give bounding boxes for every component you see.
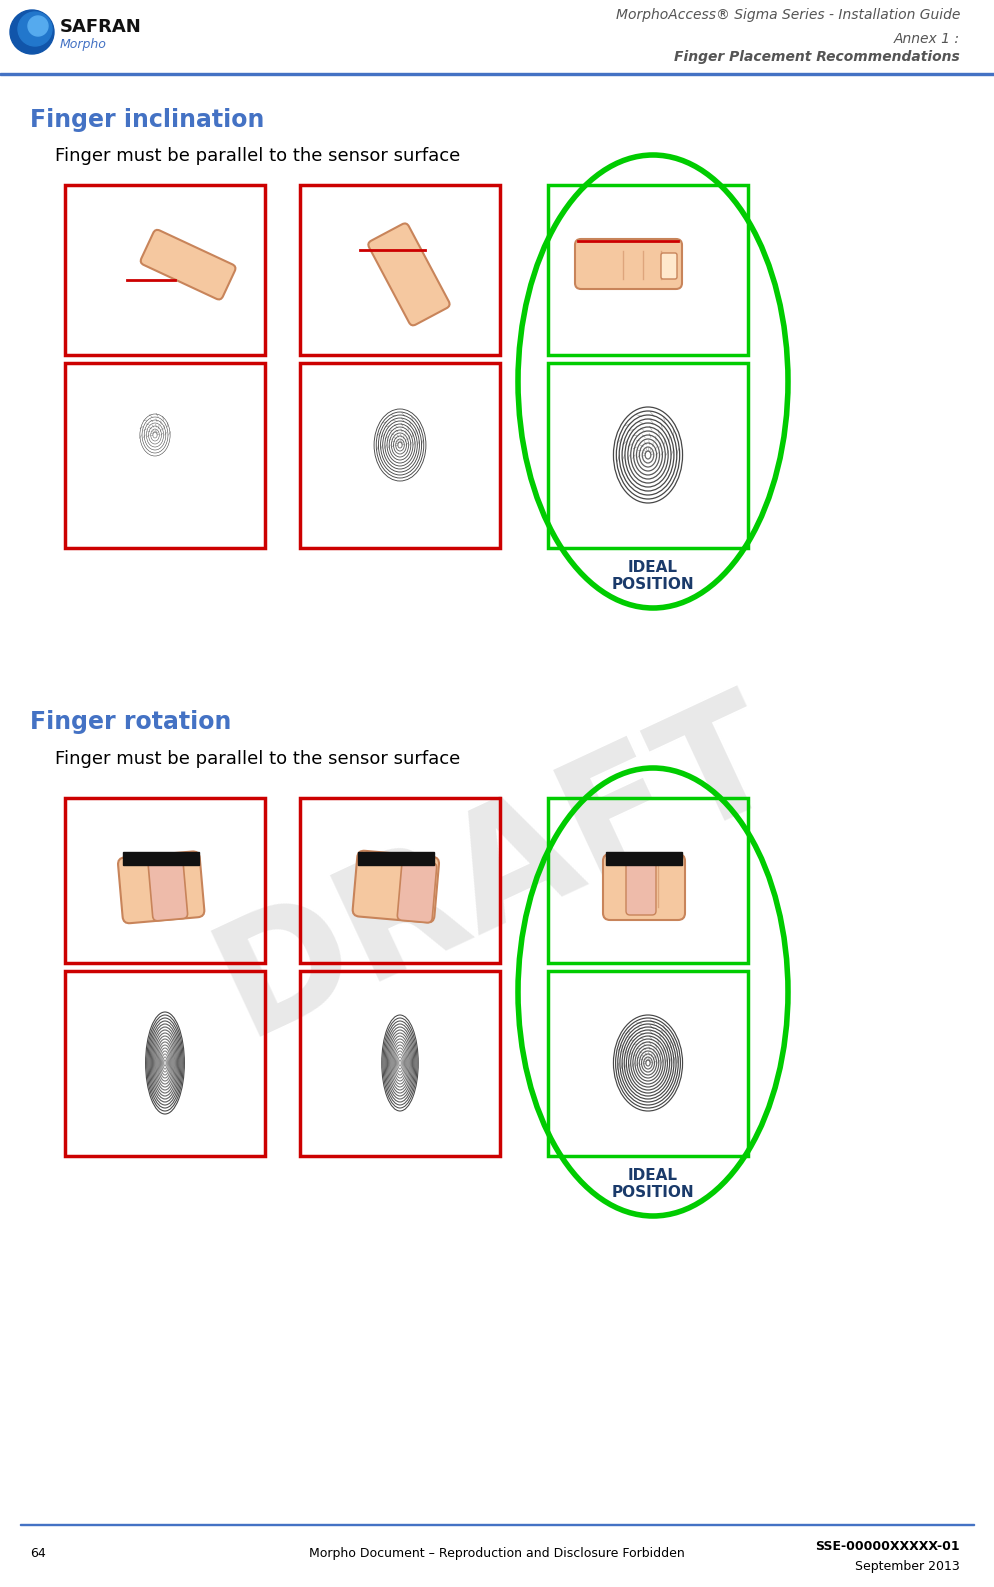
Bar: [548, 798, 748, 963]
Circle shape: [18, 13, 52, 46]
Bar: [548, 363, 748, 548]
Bar: [300, 971, 500, 1155]
Text: Morpho Document – Reproduction and Disclosure Forbidden: Morpho Document – Reproduction and Discl…: [309, 1547, 685, 1560]
Bar: [548, 363, 748, 548]
FancyBboxPatch shape: [141, 230, 236, 300]
FancyBboxPatch shape: [369, 224, 449, 325]
Text: September 2013: September 2013: [855, 1560, 960, 1573]
Bar: [300, 798, 500, 963]
FancyBboxPatch shape: [575, 240, 682, 289]
Bar: [548, 971, 748, 1155]
Text: Finger must be parallel to the sensor surface: Finger must be parallel to the sensor su…: [55, 148, 460, 165]
Text: MorphoAccess® Sigma Series - Installation Guide: MorphoAccess® Sigma Series - Installatio…: [615, 8, 960, 22]
Text: SAFRAN: SAFRAN: [60, 17, 142, 37]
Bar: [548, 186, 748, 355]
Bar: [548, 186, 748, 355]
Circle shape: [10, 10, 54, 54]
Bar: [548, 798, 748, 963]
Text: DRAFT: DRAFT: [194, 673, 800, 1066]
Text: IDEAL
POSITION: IDEAL POSITION: [611, 1168, 695, 1200]
Bar: [300, 363, 500, 548]
FancyBboxPatch shape: [118, 852, 205, 924]
FancyBboxPatch shape: [603, 854, 685, 920]
Text: Finger must be parallel to the sensor surface: Finger must be parallel to the sensor su…: [55, 751, 460, 768]
FancyBboxPatch shape: [148, 859, 188, 920]
FancyBboxPatch shape: [353, 851, 439, 922]
Bar: [65, 971, 265, 1155]
Text: 64: 64: [30, 1547, 46, 1560]
Bar: [0, 73, 994, 75]
Bar: [300, 363, 500, 548]
Bar: [123, 852, 199, 865]
Bar: [300, 971, 500, 1155]
Text: Finger inclination: Finger inclination: [30, 108, 264, 132]
Text: Morpho: Morpho: [60, 38, 107, 51]
Text: Finger rotation: Finger rotation: [30, 709, 232, 735]
Text: IDEAL
POSITION: IDEAL POSITION: [611, 560, 695, 592]
Bar: [65, 186, 265, 355]
Bar: [300, 798, 500, 963]
Circle shape: [28, 16, 48, 37]
Bar: [358, 852, 434, 865]
Bar: [65, 363, 265, 548]
Text: Annex 1 :: Annex 1 :: [894, 32, 960, 46]
Bar: [300, 186, 500, 355]
Bar: [65, 363, 265, 548]
Bar: [65, 798, 265, 963]
FancyBboxPatch shape: [661, 252, 677, 279]
Bar: [606, 852, 682, 865]
Bar: [65, 971, 265, 1155]
Bar: [300, 186, 500, 355]
Text: SSE-00000XXXXX-01: SSE-00000XXXXX-01: [815, 1539, 960, 1554]
Text: Finger Placement Recommendations: Finger Placement Recommendations: [674, 51, 960, 63]
Bar: [65, 186, 265, 355]
FancyBboxPatch shape: [626, 859, 656, 916]
Bar: [65, 798, 265, 963]
FancyBboxPatch shape: [398, 860, 436, 922]
Bar: [548, 971, 748, 1155]
